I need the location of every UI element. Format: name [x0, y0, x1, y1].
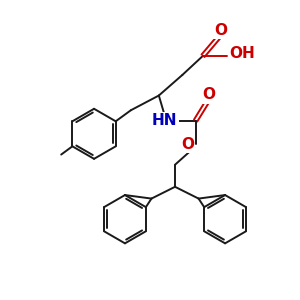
Text: O: O	[181, 136, 194, 152]
Text: O: O	[202, 87, 215, 102]
Text: OH: OH	[229, 46, 255, 61]
Text: O: O	[214, 23, 227, 38]
Text: HN: HN	[152, 113, 178, 128]
